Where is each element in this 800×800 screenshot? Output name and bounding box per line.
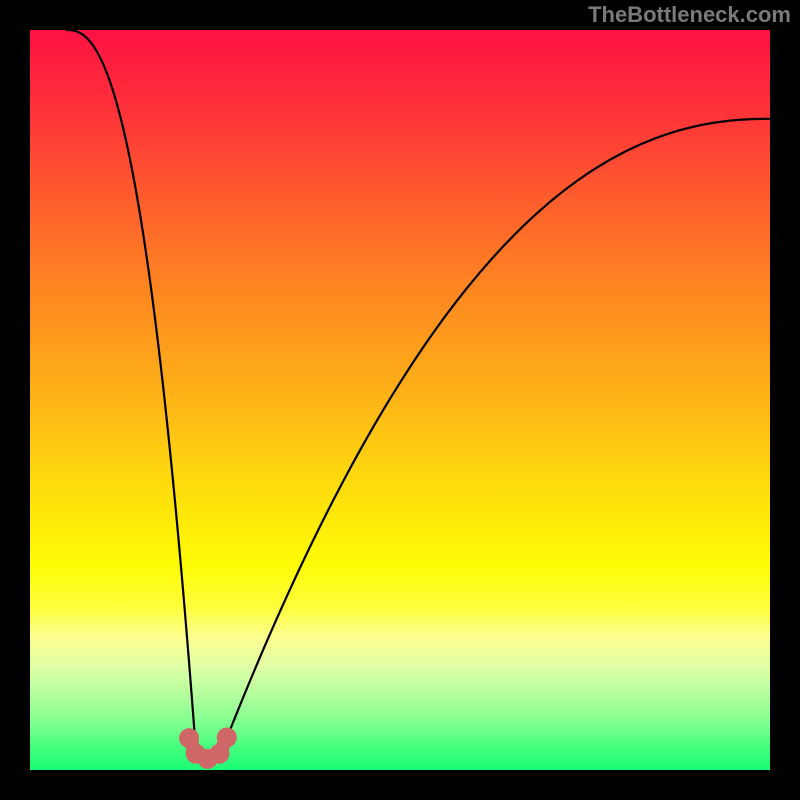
- bottleneck-chart: [30, 30, 770, 770]
- valley-marker-4: [217, 727, 237, 747]
- chart-frame: [30, 30, 770, 770]
- watermark-text: TheBottleneck.com: [588, 2, 791, 28]
- gradient-background: [30, 30, 770, 770]
